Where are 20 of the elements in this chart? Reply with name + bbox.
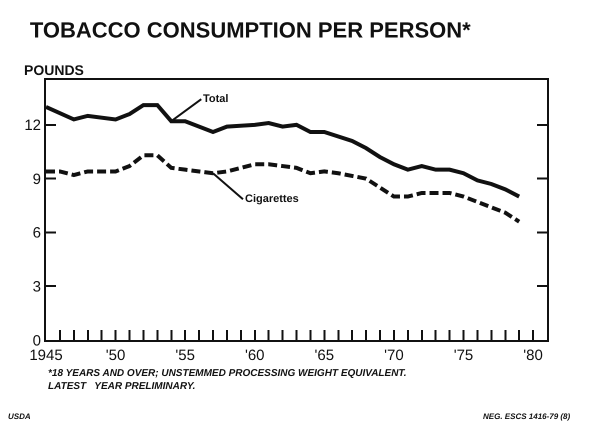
series-label: Total <box>203 93 228 105</box>
x-tick-label: '70 <box>384 347 404 364</box>
y-axis-title: POUNDS <box>24 62 84 78</box>
x-tick-label: '60 <box>244 347 265 364</box>
y-tick-label: 12 <box>24 117 41 134</box>
text: USDA <box>8 412 31 421</box>
y-tick-label: 3 <box>32 278 41 296</box>
x-tick-label: 1945 <box>29 347 63 364</box>
text: NEG. ESCS 1416-79 (8) <box>483 412 570 421</box>
y-tick-label: 0 <box>32 332 41 350</box>
y-tick-label: 6 <box>32 224 41 242</box>
x-tick-label: '80 <box>523 347 543 364</box>
x-tick-label: '55 <box>175 347 195 364</box>
chart-title: TOBACCO CONSUMPTION PER PERSON* <box>30 18 472 43</box>
x-tick-label: '65 <box>314 347 334 364</box>
text: *18 YEARS AND OVER; UNSTEMMED PROCESSING WEIGHT EQUIVALENT. LATEST YEAR PRELIMINARY. <box>48 368 407 392</box>
text: Cigarettes <box>245 193 299 205</box>
x-tick-label: '50 <box>106 347 126 364</box>
x-tick-label: '75 <box>454 347 474 364</box>
y-tick-label: 9 <box>32 170 41 188</box>
